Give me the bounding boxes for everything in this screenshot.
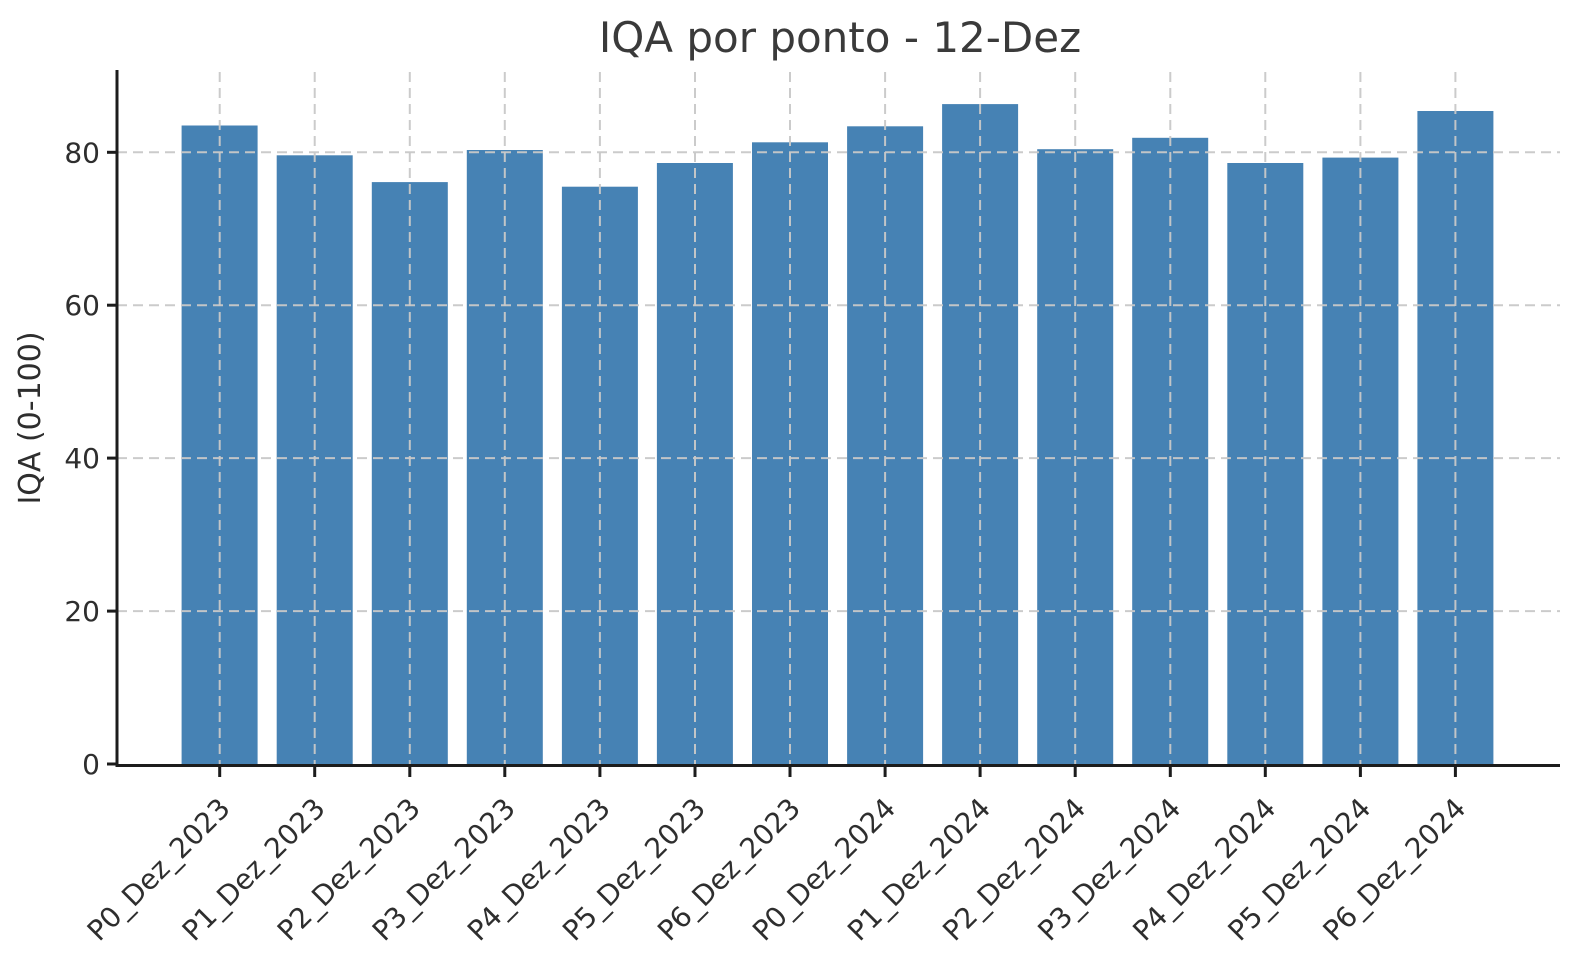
y-tick-label: 0: [82, 748, 100, 781]
bar: [1132, 137, 1209, 765]
bar: [752, 142, 828, 765]
gridlines-layer: [117, 72, 1560, 764]
y-tick-label: 40: [64, 442, 100, 475]
y-tick-label: 60: [64, 289, 100, 322]
y-tick-label: 80: [64, 136, 100, 169]
chart-title: IQA por ponto - 12-Dez: [599, 13, 1081, 62]
axes-layer: [107, 70, 1560, 777]
y-tick-label: 20: [64, 595, 100, 628]
y-axis-label: IQA (0-100): [13, 331, 48, 504]
bars-layer: [181, 104, 1494, 765]
